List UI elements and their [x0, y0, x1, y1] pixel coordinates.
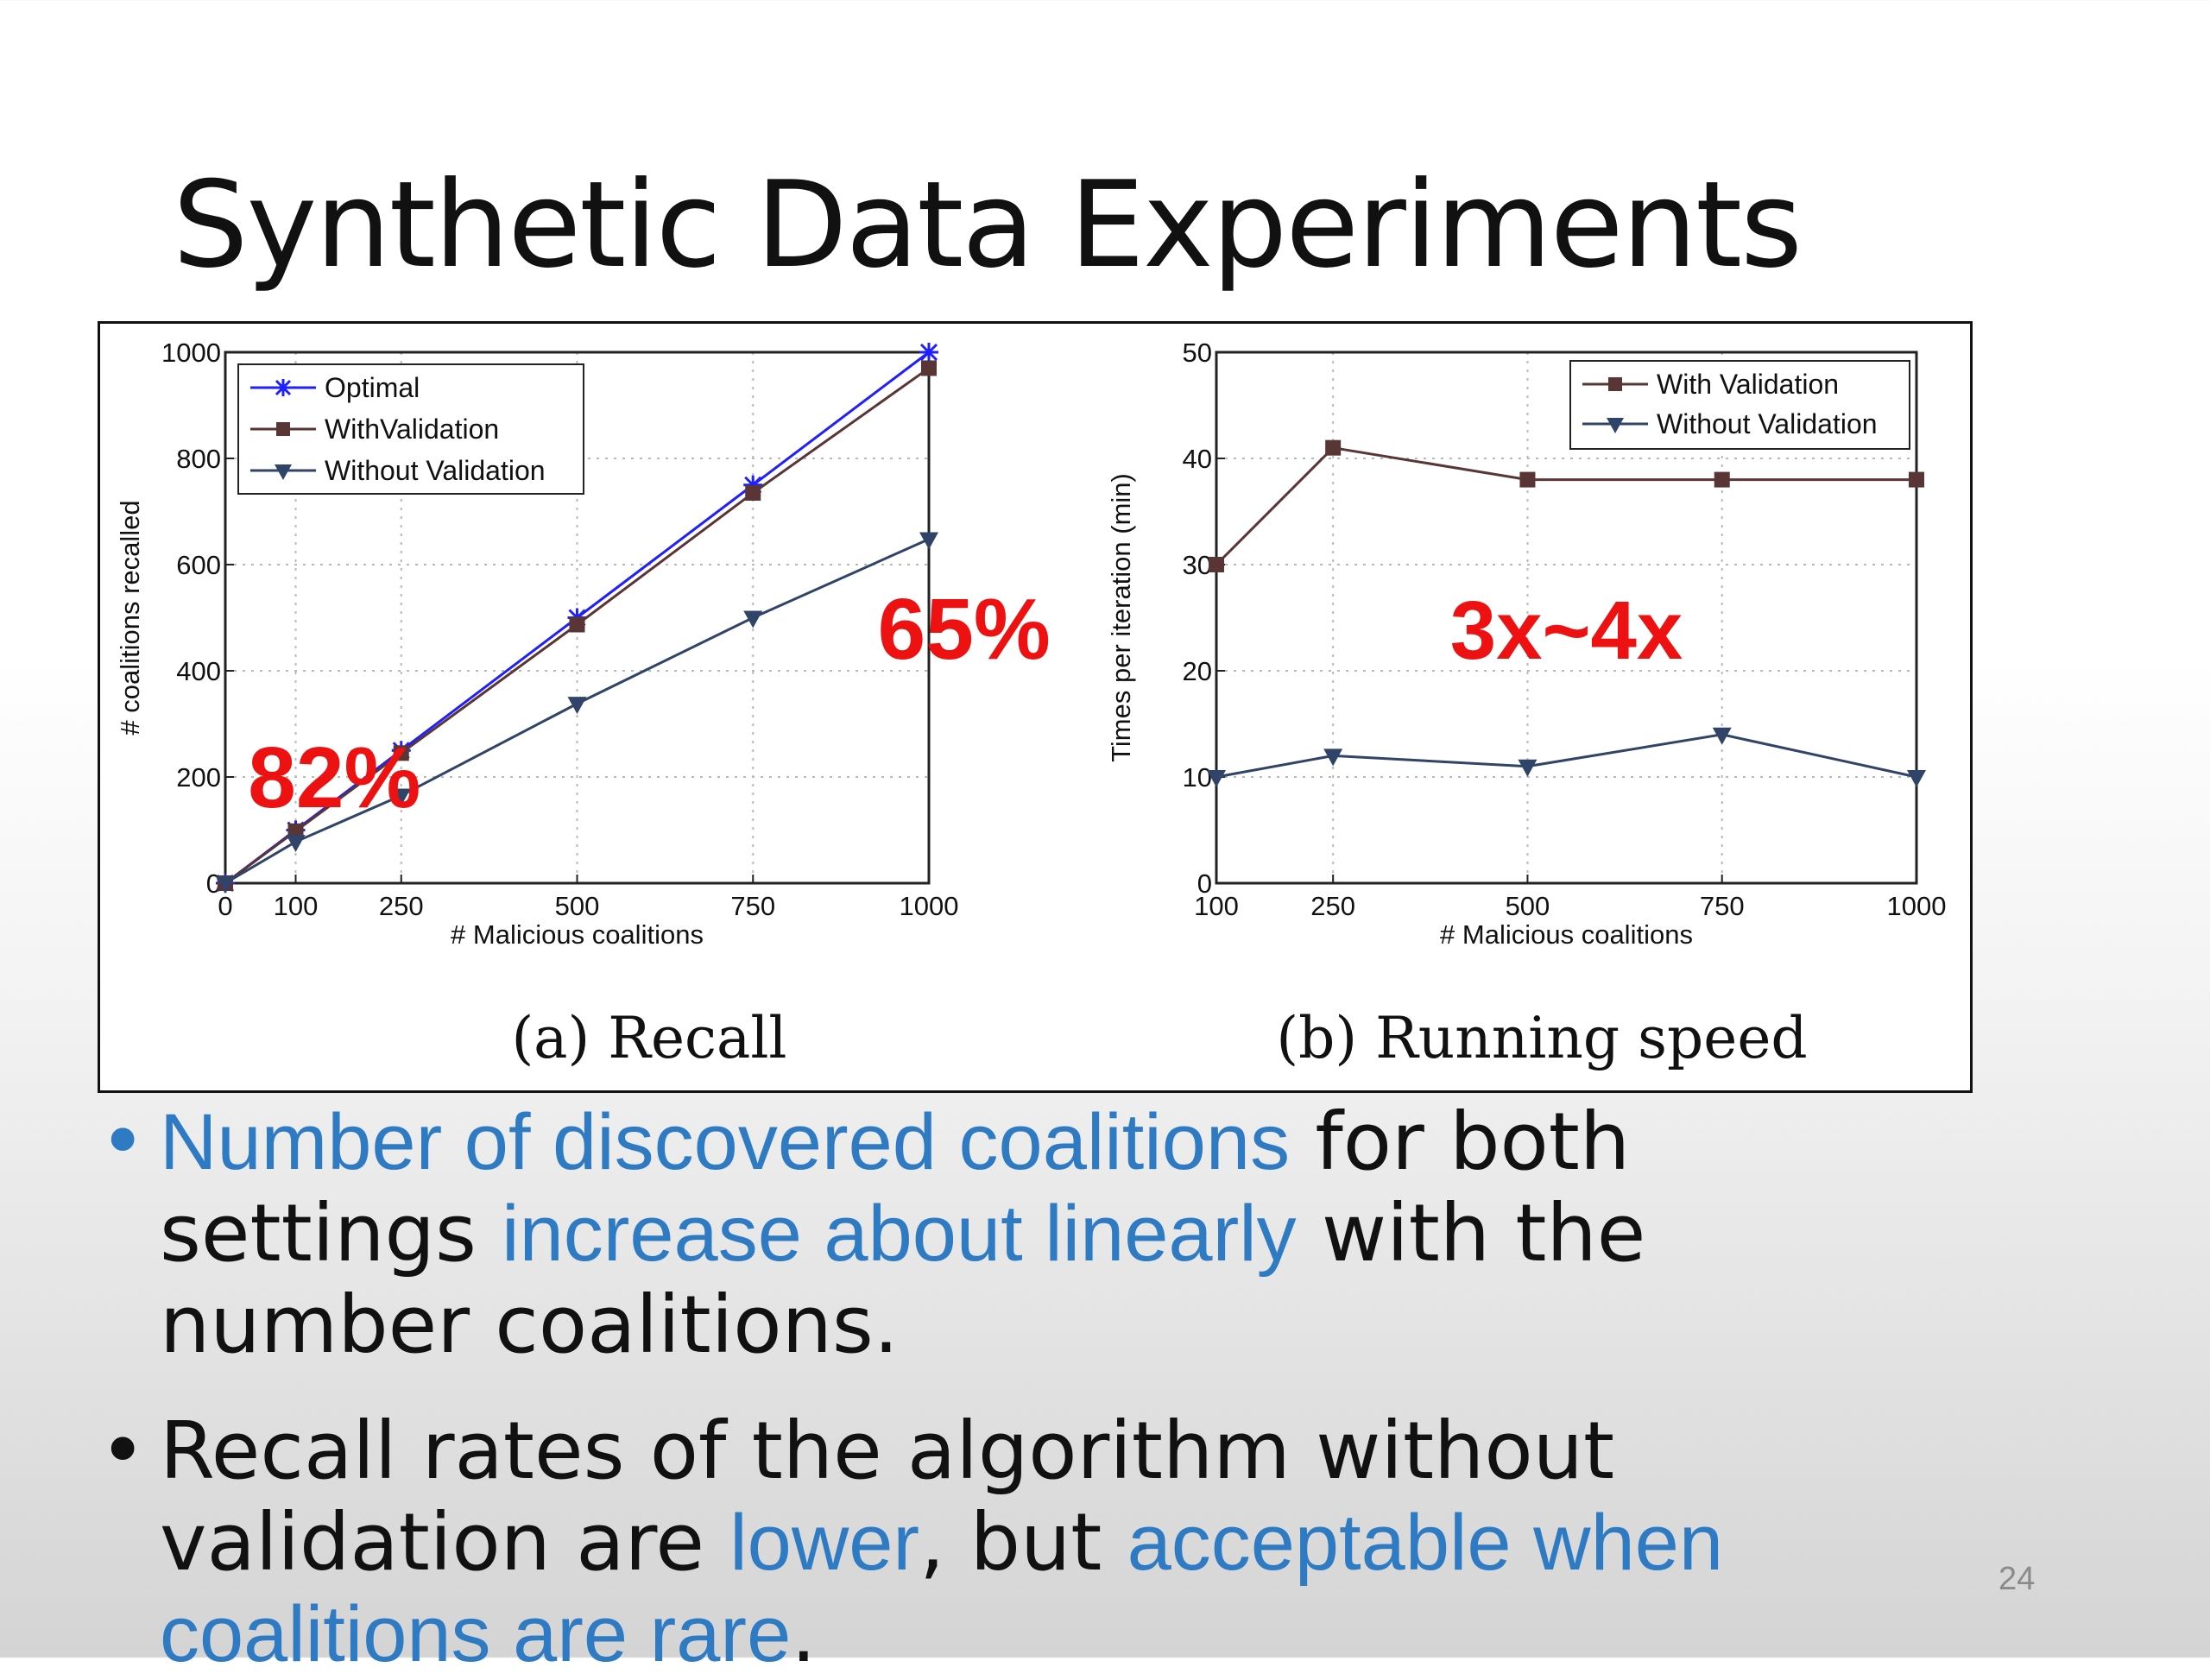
legend-marker [276, 422, 290, 436]
series-line [1215, 446, 1916, 566]
bullet-segment: Recall rates of the algorithm without va… [160, 1405, 1615, 1588]
bullet-segment: with the number coalitions. [160, 1187, 1646, 1371]
series-line [224, 538, 930, 885]
data-point [393, 745, 409, 761]
y-tick-label: 600 [176, 550, 221, 580]
plot-frame [1215, 351, 1918, 885]
bullet-segment: lower [729, 1499, 920, 1587]
y-tick-label: 1000 [161, 338, 221, 368]
slide-title: Synthetic Data Experiments [173, 155, 1803, 294]
legend-marker [1608, 377, 1622, 391]
data-point [1714, 471, 1730, 488]
annotation-label: 3x~4x [1450, 584, 1683, 677]
data-point [1209, 557, 1224, 572]
data-point [1712, 727, 1732, 745]
data-point [216, 876, 235, 894]
bullet-segment: for both settings [160, 1096, 1631, 1279]
bullet-item: • Number of discovered coalitions for bo… [99, 1096, 1964, 1371]
data-point [1907, 770, 1926, 787]
bullet-segment: , but [919, 1496, 1127, 1588]
x-tick-label: 750 [730, 891, 775, 921]
data-point [743, 610, 763, 628]
series-line [224, 367, 930, 885]
legend-box [1569, 360, 1910, 450]
annotation-label: 65% [878, 581, 1051, 678]
bullet-dot-icon: • [99, 1405, 147, 1497]
bullet-dot-icon: • [99, 1096, 147, 1188]
x-tick-label: 0 [218, 891, 232, 921]
data-point [1519, 471, 1536, 488]
data-point [391, 788, 411, 806]
legend-label: Without Validation [1657, 408, 1878, 439]
data-point [286, 835, 306, 853]
y-tick-label: 200 [176, 762, 221, 793]
annotation-label: 82% [248, 729, 420, 826]
legend-label: Optimal [325, 372, 420, 403]
legend-marker [275, 379, 292, 396]
data-point [1518, 759, 1538, 777]
legend-marker [1607, 418, 1624, 433]
legend-label: With Validation [1657, 369, 1839, 400]
x-axis-label: # Malicious coalitions [1440, 919, 1693, 950]
data-point [919, 343, 938, 362]
data-point [743, 475, 763, 495]
x-tick-label: 500 [1506, 891, 1550, 921]
chart-caption: (b) Running speed [1276, 1005, 1807, 1071]
x-tick-label: 250 [1310, 891, 1355, 921]
x-tick-label: 250 [379, 891, 424, 921]
y-axis-label: Times per iteration (min) [1106, 473, 1136, 762]
data-point [921, 360, 937, 376]
y-tick-label: 10 [1183, 762, 1212, 793]
bullet-segment: Number of discovered coalitions [160, 1098, 1291, 1186]
bullet-segment: . [791, 1588, 817, 1680]
y-tick-label: 40 [1183, 444, 1212, 474]
x-tick-label: 1000 [900, 891, 959, 921]
data-point [1325, 439, 1342, 456]
x-tick-label: 500 [555, 891, 600, 921]
data-point [1207, 770, 1226, 787]
data-point [569, 616, 585, 633]
data-point [567, 697, 587, 715]
y-tick-label: 800 [176, 444, 221, 474]
x-tick-label: 750 [1700, 891, 1745, 921]
legend-label: Without Validation [325, 455, 546, 486]
data-point [919, 532, 938, 550]
y-tick-label: 400 [176, 656, 221, 686]
chart-caption: (a) Recall [511, 1005, 786, 1071]
y-tick-label: 30 [1183, 550, 1212, 580]
bullet-list: • Number of discovered coalitions for bo… [99, 1096, 1964, 1680]
bullet-segment: increase about linearly [502, 1190, 1297, 1278]
x-tick-label: 1000 [1887, 891, 1947, 921]
x-tick-label: 100 [1194, 891, 1239, 921]
page-number: 24 [1998, 1561, 2036, 1597]
legend-label: WithValidation [325, 414, 499, 445]
y-tick-label: 0 [1197, 868, 1212, 899]
bullet-item: • Recall rates of the algorithm without … [99, 1405, 1964, 1680]
y-tick-label: 20 [1183, 656, 1212, 686]
data-point [745, 484, 761, 501]
figure-panel: 0 100 250 500 750 1000 0 200 400 600 800 1000 # Mali… [98, 321, 1973, 1093]
legend-marker [275, 464, 292, 480]
y-tick-label: 50 [1183, 338, 1212, 368]
data-point [1323, 748, 1343, 767]
series-line [1216, 733, 1917, 779]
x-axis-label: # Malicious coalitions [451, 919, 704, 950]
data-point [1909, 471, 1924, 488]
y-axis-label: # coalitions recalled [115, 500, 145, 735]
x-tick-label: 100 [274, 891, 319, 921]
